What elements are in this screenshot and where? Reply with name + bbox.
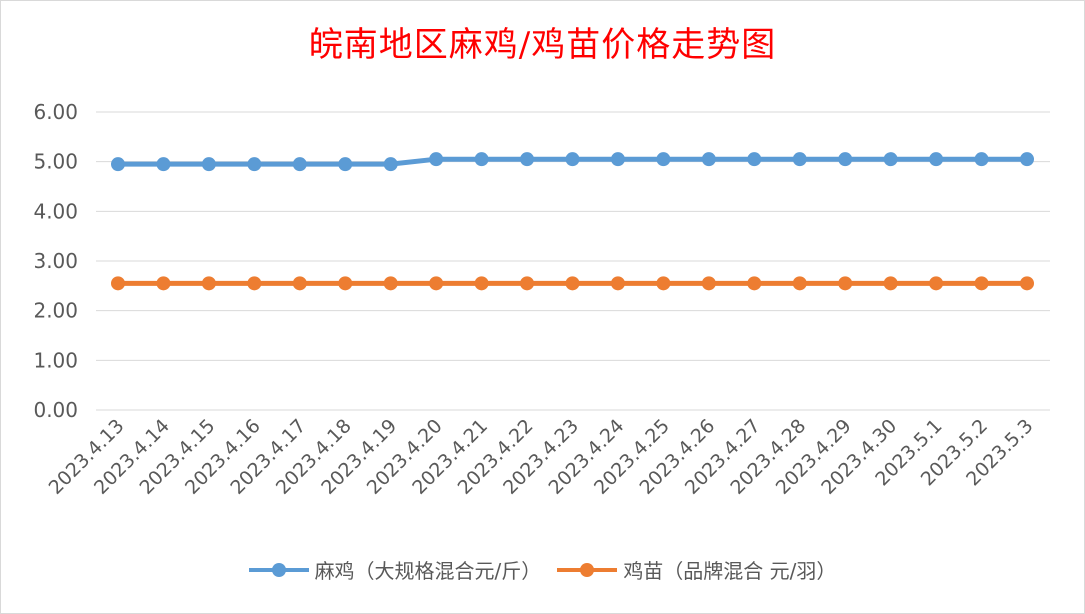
- legend-item-series-1[interactable]: 麻鸡（大规格混合元/斤）: [248, 555, 542, 584]
- series-2-point-20: [1020, 276, 1034, 291]
- series-1-point-5: [338, 157, 353, 172]
- y-tick-label-6: 6.00: [33, 100, 78, 124]
- series-2-point-13: [701, 276, 716, 291]
- chart-title: 皖南地区麻鸡/鸡苗价格走势图: [308, 25, 777, 65]
- series-2-point-19: [974, 276, 989, 291]
- series-1-point-15: [792, 152, 807, 167]
- series-1-point-16: [838, 152, 853, 167]
- series-2-point-0: [111, 276, 125, 291]
- legend-swatch-series-1: [248, 560, 309, 580]
- series-2-point-7: [429, 276, 444, 291]
- y-tick-label-3: 3.00: [33, 249, 78, 273]
- legend-label-series-1: 麻鸡（大规格混合元/斤）: [314, 559, 542, 583]
- series-2-point-15: [792, 276, 807, 291]
- series-1-point-12: [656, 152, 671, 167]
- legend-item-series-2[interactable]: 鸡苗（品牌混合 元/羽）: [557, 555, 836, 584]
- series-2-point-12: [656, 276, 671, 291]
- series-1-point-7: [429, 152, 444, 167]
- y-tick-label-1: 1.00: [33, 348, 78, 372]
- series-1-point-10: [565, 152, 580, 167]
- series-2-point-3: [247, 276, 262, 291]
- series-1-point-17: [883, 152, 898, 167]
- y-tick-label-4: 4.00: [33, 199, 78, 223]
- series-2-point-11: [610, 276, 625, 291]
- series-1-point-1: [156, 157, 171, 172]
- series-1-point-19: [974, 152, 989, 167]
- series-2-point-2: [201, 276, 216, 291]
- series-1-point-20: [1020, 152, 1034, 167]
- legend: 麻鸡（大规格混合元/斤） 鸡苗（品牌混合 元/羽）: [0, 555, 1085, 584]
- series-2-point-1: [156, 276, 171, 291]
- series-2-point-8: [474, 276, 489, 291]
- series-1-point-8: [474, 152, 489, 167]
- series-1-point-9: [520, 152, 535, 167]
- legend-marker-series-2: [580, 562, 595, 577]
- y-tick-label-2: 2.00: [33, 299, 78, 323]
- series-1-point-6: [383, 157, 398, 172]
- series-2-point-18: [929, 276, 944, 291]
- series-2-point-6: [383, 276, 398, 291]
- series-1-point-0: [111, 157, 125, 172]
- series-2-point-10: [565, 276, 580, 291]
- series-1-point-3: [247, 157, 262, 172]
- series-1-point-2: [201, 157, 216, 172]
- legend-swatch-series-2: [557, 560, 618, 580]
- series-2-point-14: [747, 276, 762, 291]
- y-tick-label-5: 5.00: [33, 150, 78, 174]
- series-1-point-13: [701, 152, 716, 167]
- series-1-point-14: [747, 152, 762, 167]
- series-2-point-9: [520, 276, 535, 291]
- series-1-point-4: [292, 157, 307, 172]
- y-tick-label-0: 0.00: [33, 398, 78, 422]
- legend-marker-series-1: [271, 562, 286, 577]
- series-2-point-17: [883, 276, 898, 291]
- series-1-point-11: [610, 152, 625, 167]
- series-2-point-5: [338, 276, 353, 291]
- series-2-point-16: [838, 276, 853, 291]
- series-2-point-4: [292, 276, 307, 291]
- series-1-point-18: [929, 152, 944, 167]
- legend-label-series-2: 鸡苗（品牌混合 元/羽）: [623, 559, 837, 583]
